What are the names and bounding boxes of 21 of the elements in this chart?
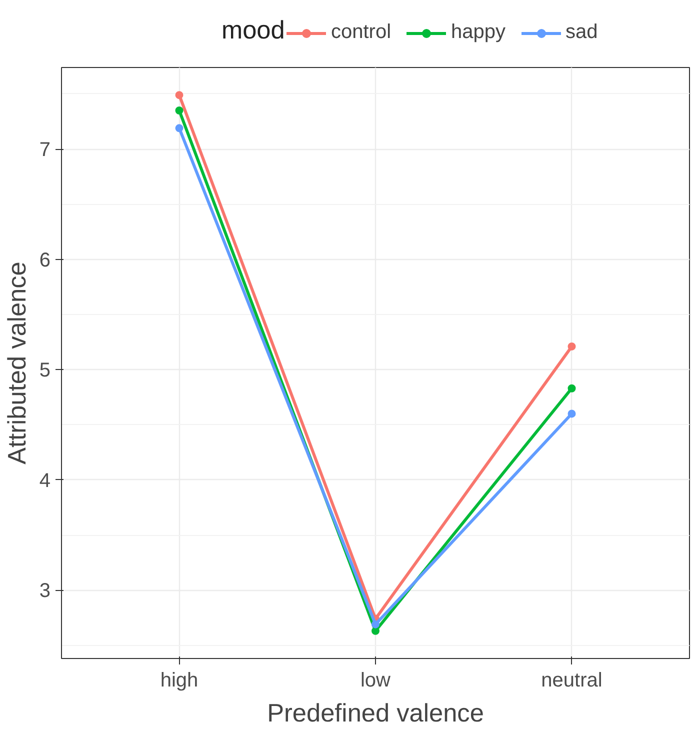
point — [568, 384, 576, 392]
y-axis-title: Attributed valence — [3, 262, 32, 464]
point — [568, 342, 576, 350]
y-tick-label: 4 — [39, 470, 50, 492]
point — [175, 124, 184, 132]
x-axis-title: Predefined valence — [267, 700, 484, 728]
y-tick-label: 5 — [39, 360, 50, 382]
legend-label: happy — [451, 21, 506, 44]
y-tick-label: 3 — [39, 580, 50, 602]
point — [175, 91, 184, 100]
y-tick-label: 6 — [39, 249, 50, 272]
x-tick-label: low — [360, 670, 392, 692]
x-tick-label: neutral — [541, 670, 602, 692]
x-tick-label: high — [160, 670, 198, 692]
legend-title: mood — [222, 16, 285, 44]
point — [568, 410, 576, 418]
point — [175, 106, 184, 114]
y-tick-label: 7 — [39, 139, 50, 162]
point — [372, 620, 380, 628]
legend-label: sad — [566, 21, 598, 44]
legend-label: control — [331, 21, 392, 44]
